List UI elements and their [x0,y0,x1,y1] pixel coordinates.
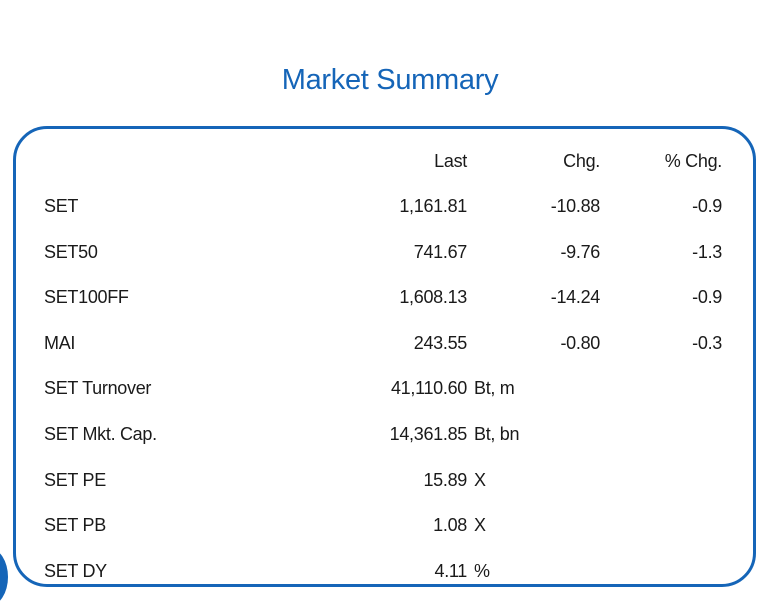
column-header-last: Last [434,151,467,171]
stat-unit: Bt, bn [474,424,520,444]
stat-name: SET PB [44,515,106,535]
page-title: Market Summary [281,64,499,96]
index-last: 1,608.13 [399,287,467,307]
index-change: -9.76 [560,242,600,262]
index-percent-change: -1.3 [692,242,722,262]
index-percent-change: -0.9 [692,287,722,307]
stat-name: SET Turnover [44,378,152,398]
stat-value: 4.11 [434,561,468,581]
stat-value: 41,110.60 [390,378,467,398]
stat-value: 14,361.85 [389,424,468,444]
column-header-pct-chg: % Chg. [664,151,723,171]
index-percent-change: -0.9 [692,196,722,216]
decorative-corner-shape [0,548,8,606]
index-name: MAI [44,333,76,353]
market-summary-panel [13,126,756,587]
stat-unit: Bt, m [474,378,515,398]
stat-name: SET Mkt. Cap. [44,424,157,444]
index-last: 741.67 [413,242,468,262]
index-change: -10.88 [550,196,601,216]
index-name: SET50 [44,242,98,262]
index-percent-change: -0.3 [692,333,722,353]
stat-value: 15.89 [423,470,467,490]
index-last: 243.55 [413,333,468,353]
index-name: SET [44,196,79,216]
stat-unit: % [474,561,490,581]
column-header-chg: Chg. [563,151,600,171]
stat-unit: X [474,470,486,490]
stat-unit: X [474,515,486,535]
stat-value: 1.08 [433,515,467,535]
index-change: -0.80 [560,333,600,353]
index-change: -14.24 [550,287,601,307]
stat-name: SET DY [44,561,107,581]
index-name: SET100FF [44,287,129,307]
index-last: 1,161.81 [399,196,467,216]
stat-name: SET PE [44,470,106,490]
